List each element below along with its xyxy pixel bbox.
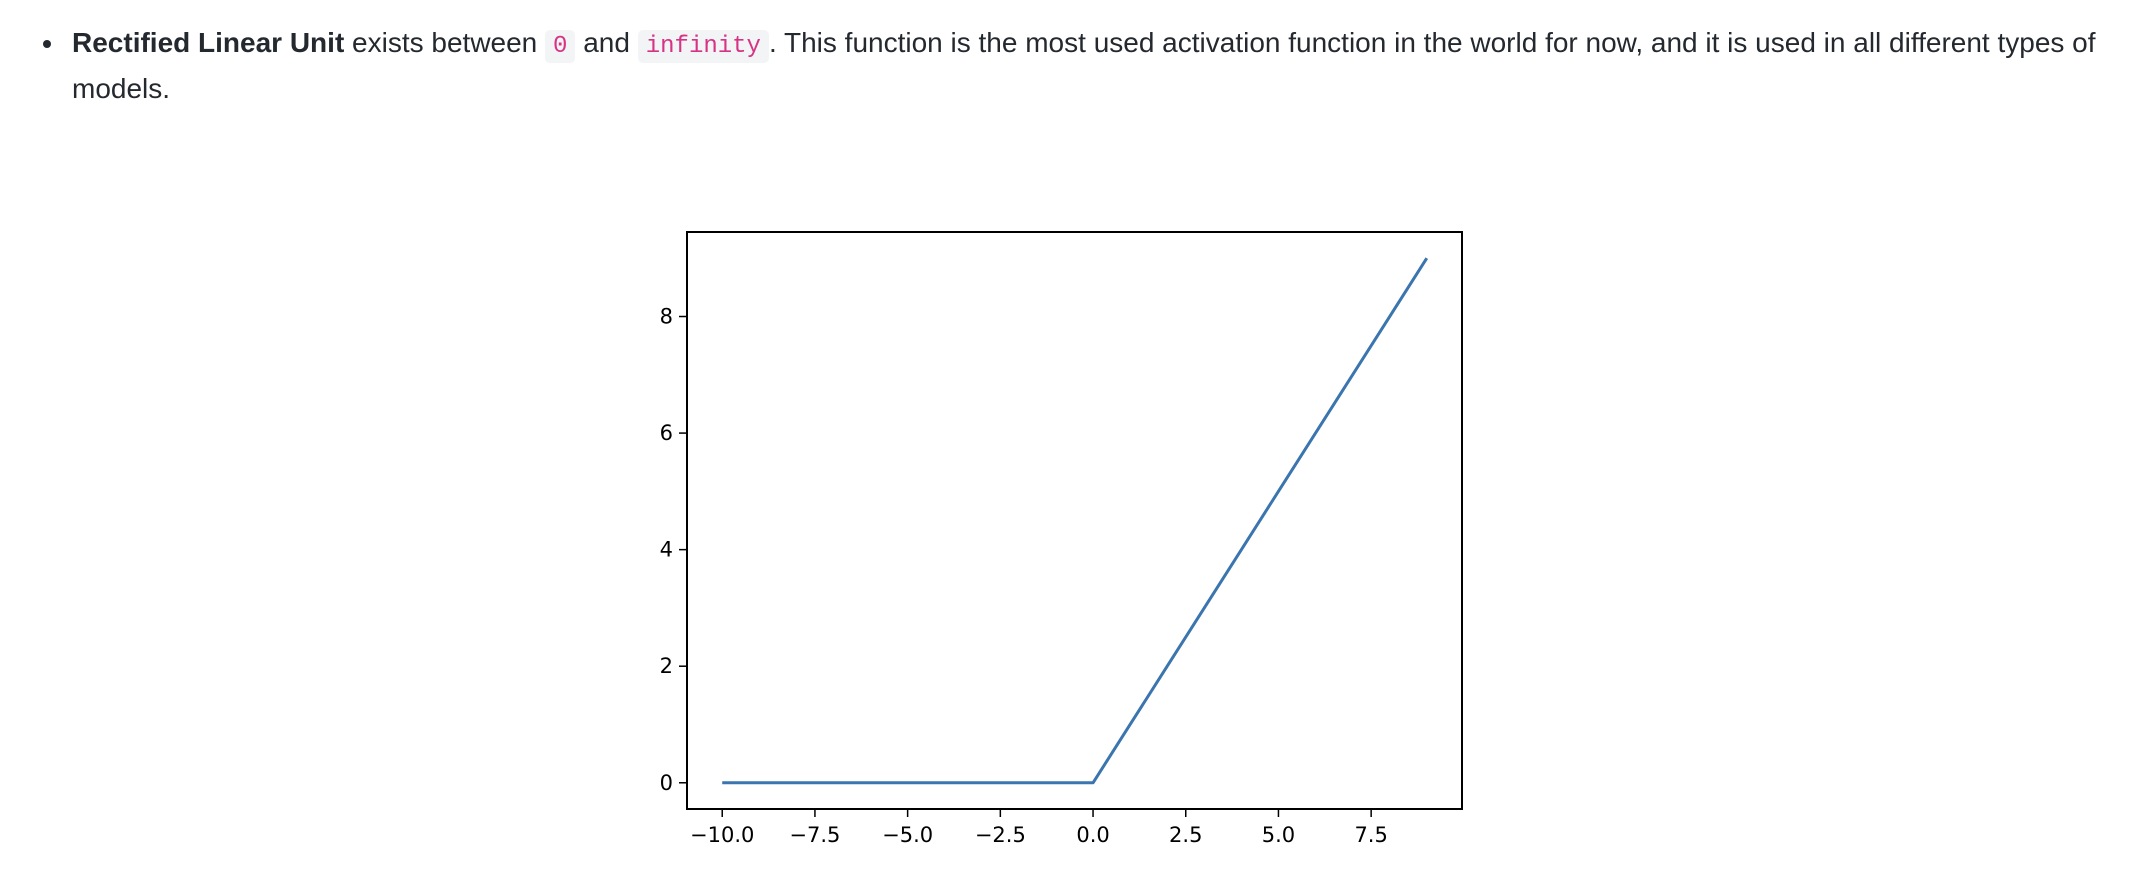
y-axis: 0 2 4 6 8 <box>660 305 687 795</box>
code-high-value: infinity <box>637 30 769 63</box>
x-tick-label: −2.5 <box>975 823 1026 847</box>
x-tick-label: 0.0 <box>1076 823 1109 847</box>
x-tick-label: 7.5 <box>1354 823 1387 847</box>
code-low-value: 0 <box>545 30 576 63</box>
text-segment: exists between <box>344 27 546 58</box>
text-segment: . This function is the most used activat… <box>72 27 2096 104</box>
y-tick-label: 2 <box>660 654 673 678</box>
y-tick-label: 4 <box>660 538 673 562</box>
bullet-icon <box>43 40 51 48</box>
x-tick-label: −10.0 <box>690 823 754 847</box>
x-tick-label: 2.5 <box>1169 823 1202 847</box>
relu-description: Rectified Linear Unit exists between 0 a… <box>0 22 2138 110</box>
bold-term: Rectified Linear Unit <box>72 27 345 58</box>
series-line-0 <box>722 257 1429 785</box>
x-tick-label: −7.5 <box>789 823 840 847</box>
x-tick-label: −5.0 <box>882 823 933 847</box>
series-layer <box>722 257 1429 785</box>
y-tick-label: 8 <box>660 305 673 329</box>
plot-frame <box>686 231 1463 810</box>
bullet-list: Rectified Linear Unit exists between 0 a… <box>0 22 2138 110</box>
y-tick-label: 0 <box>660 771 673 795</box>
text-segment: and <box>575 27 638 58</box>
x-tick-label: 5.0 <box>1262 823 1295 847</box>
x-axis: −10.0 −7.5 −5.0 −2.5 0.0 2.5 5.0 7.5 <box>690 809 1388 847</box>
y-tick-label: 6 <box>660 421 673 445</box>
